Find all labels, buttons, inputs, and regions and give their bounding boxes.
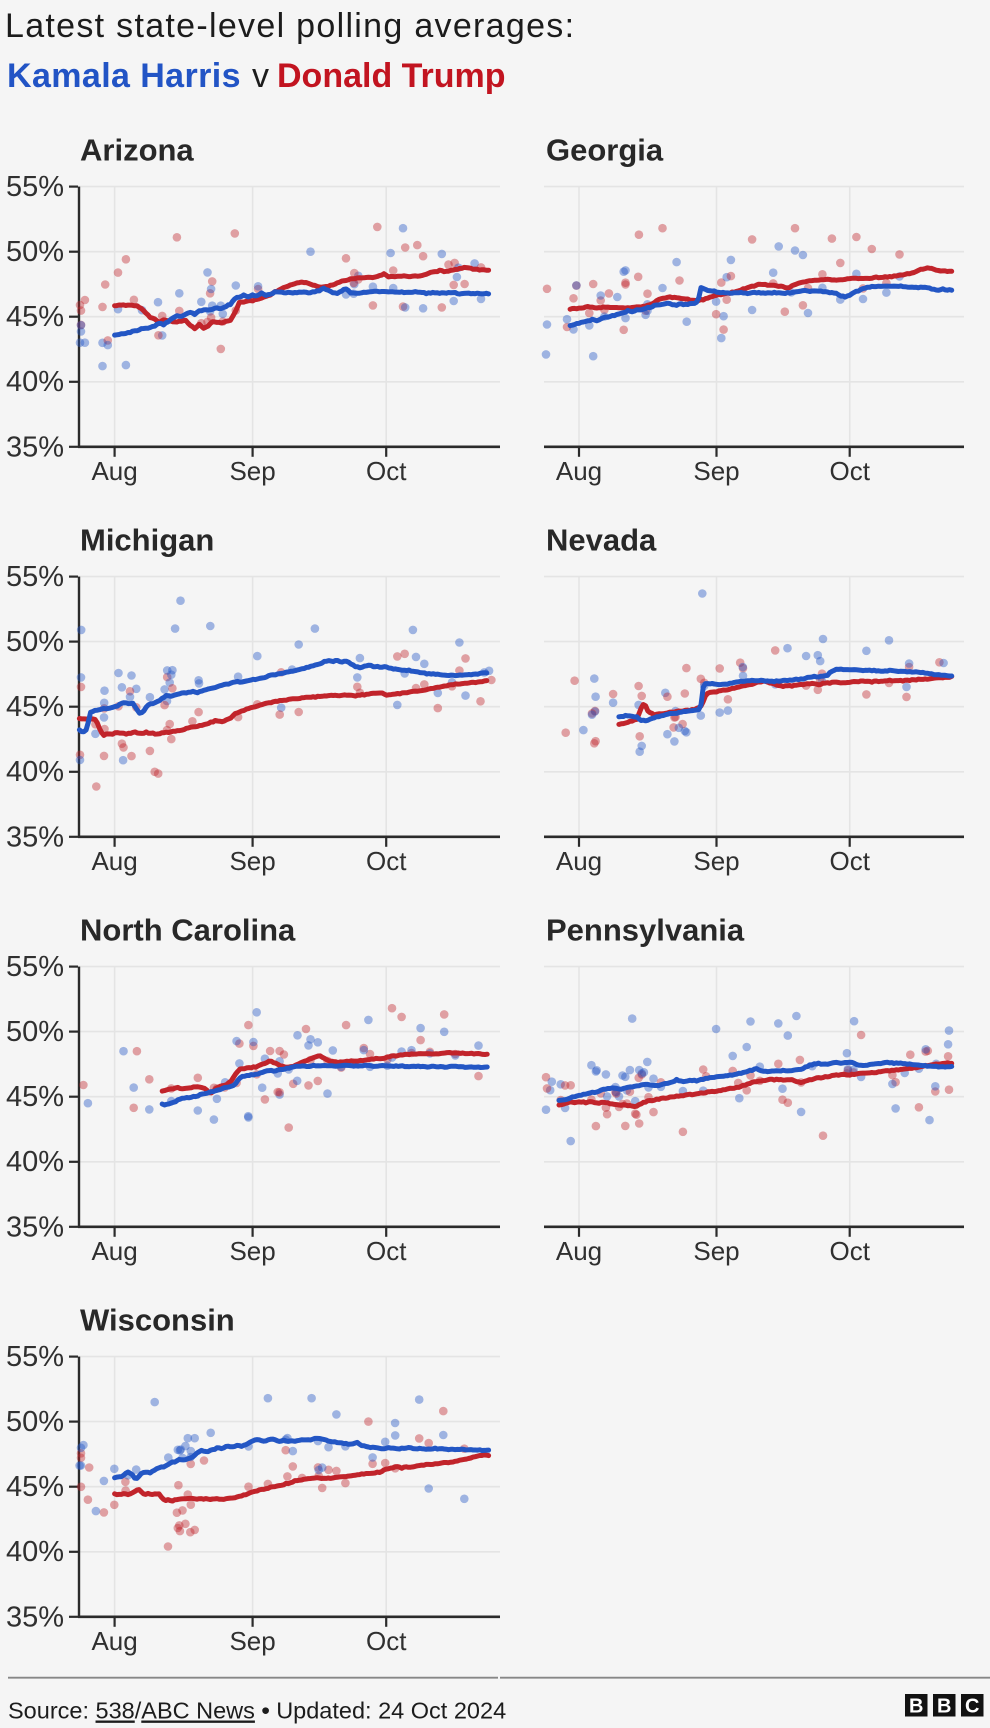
svg-text:Georgia: Georgia [546,133,664,168]
svg-text:Sep: Sep [229,1236,275,1266]
svg-text:Pennsylvania: Pennsylvania [546,913,745,948]
svg-text:Sep: Sep [229,1626,275,1656]
svg-text:B: B [937,1696,951,1718]
svg-text:Oct: Oct [366,456,407,486]
svg-text:Sep: Sep [693,846,739,876]
svg-text:45%: 45% [6,1471,64,1503]
svg-text:55%: 55% [6,951,64,983]
svg-text:Arizona: Arizona [80,133,194,168]
svg-text:Oct: Oct [829,456,870,486]
svg-text:40%: 40% [6,756,64,788]
svg-text:40%: 40% [6,1146,64,1178]
svg-text:50%: 50% [6,1406,64,1438]
svg-text:Kamala Harris: Kamala Harris [7,57,241,95]
svg-text:Aug: Aug [556,456,602,486]
svg-text:35%: 35% [6,1601,64,1633]
svg-text:Donald Trump: Donald Trump [277,57,506,95]
svg-text:Wisconsin: Wisconsin [80,1303,235,1338]
svg-text:Aug: Aug [91,846,137,876]
svg-text:Michigan: Michigan [80,523,214,558]
svg-text:Aug: Aug [556,1236,602,1266]
svg-text:35%: 35% [6,431,64,463]
svg-text:Latest state-level polling ave: Latest state-level polling averages: [5,7,575,45]
svg-text:45%: 45% [6,691,64,723]
svg-text:35%: 35% [6,821,64,853]
svg-text:Sep: Sep [229,846,275,876]
svg-text:Oct: Oct [366,1236,407,1266]
svg-text:45%: 45% [6,301,64,333]
svg-text:Aug: Aug [91,456,137,486]
svg-text:Aug: Aug [556,846,602,876]
svg-text:C: C [965,1696,979,1718]
svg-text:Aug: Aug [91,1236,137,1266]
svg-text:50%: 50% [6,1016,64,1048]
svg-text:Nevada: Nevada [546,523,657,558]
svg-text:55%: 55% [6,1341,64,1373]
svg-text:50%: 50% [6,626,64,658]
svg-text:40%: 40% [6,1536,64,1568]
svg-text:Aug: Aug [91,1626,137,1656]
svg-text:45%: 45% [6,1081,64,1113]
svg-text:55%: 55% [6,561,64,593]
svg-text:Oct: Oct [366,1626,407,1656]
svg-text:Oct: Oct [366,846,407,876]
svg-text:North Carolina: North Carolina [80,913,296,948]
svg-text:Sep: Sep [229,456,275,486]
svg-text:50%: 50% [6,236,64,268]
svg-text:Oct: Oct [829,1236,870,1266]
svg-text:Sep: Sep [693,456,739,486]
svg-text:Sep: Sep [693,1236,739,1266]
svg-text:v: v [252,57,269,95]
svg-text:Oct: Oct [829,846,870,876]
svg-text:35%: 35% [6,1211,64,1243]
svg-text:Source: 538/ABC News • Updated: Source: 538/ABC News • Updated: 24 Oct 2… [8,1698,506,1724]
svg-text:40%: 40% [6,366,64,398]
svg-text:B: B [909,1696,923,1718]
svg-text:55%: 55% [6,171,64,203]
